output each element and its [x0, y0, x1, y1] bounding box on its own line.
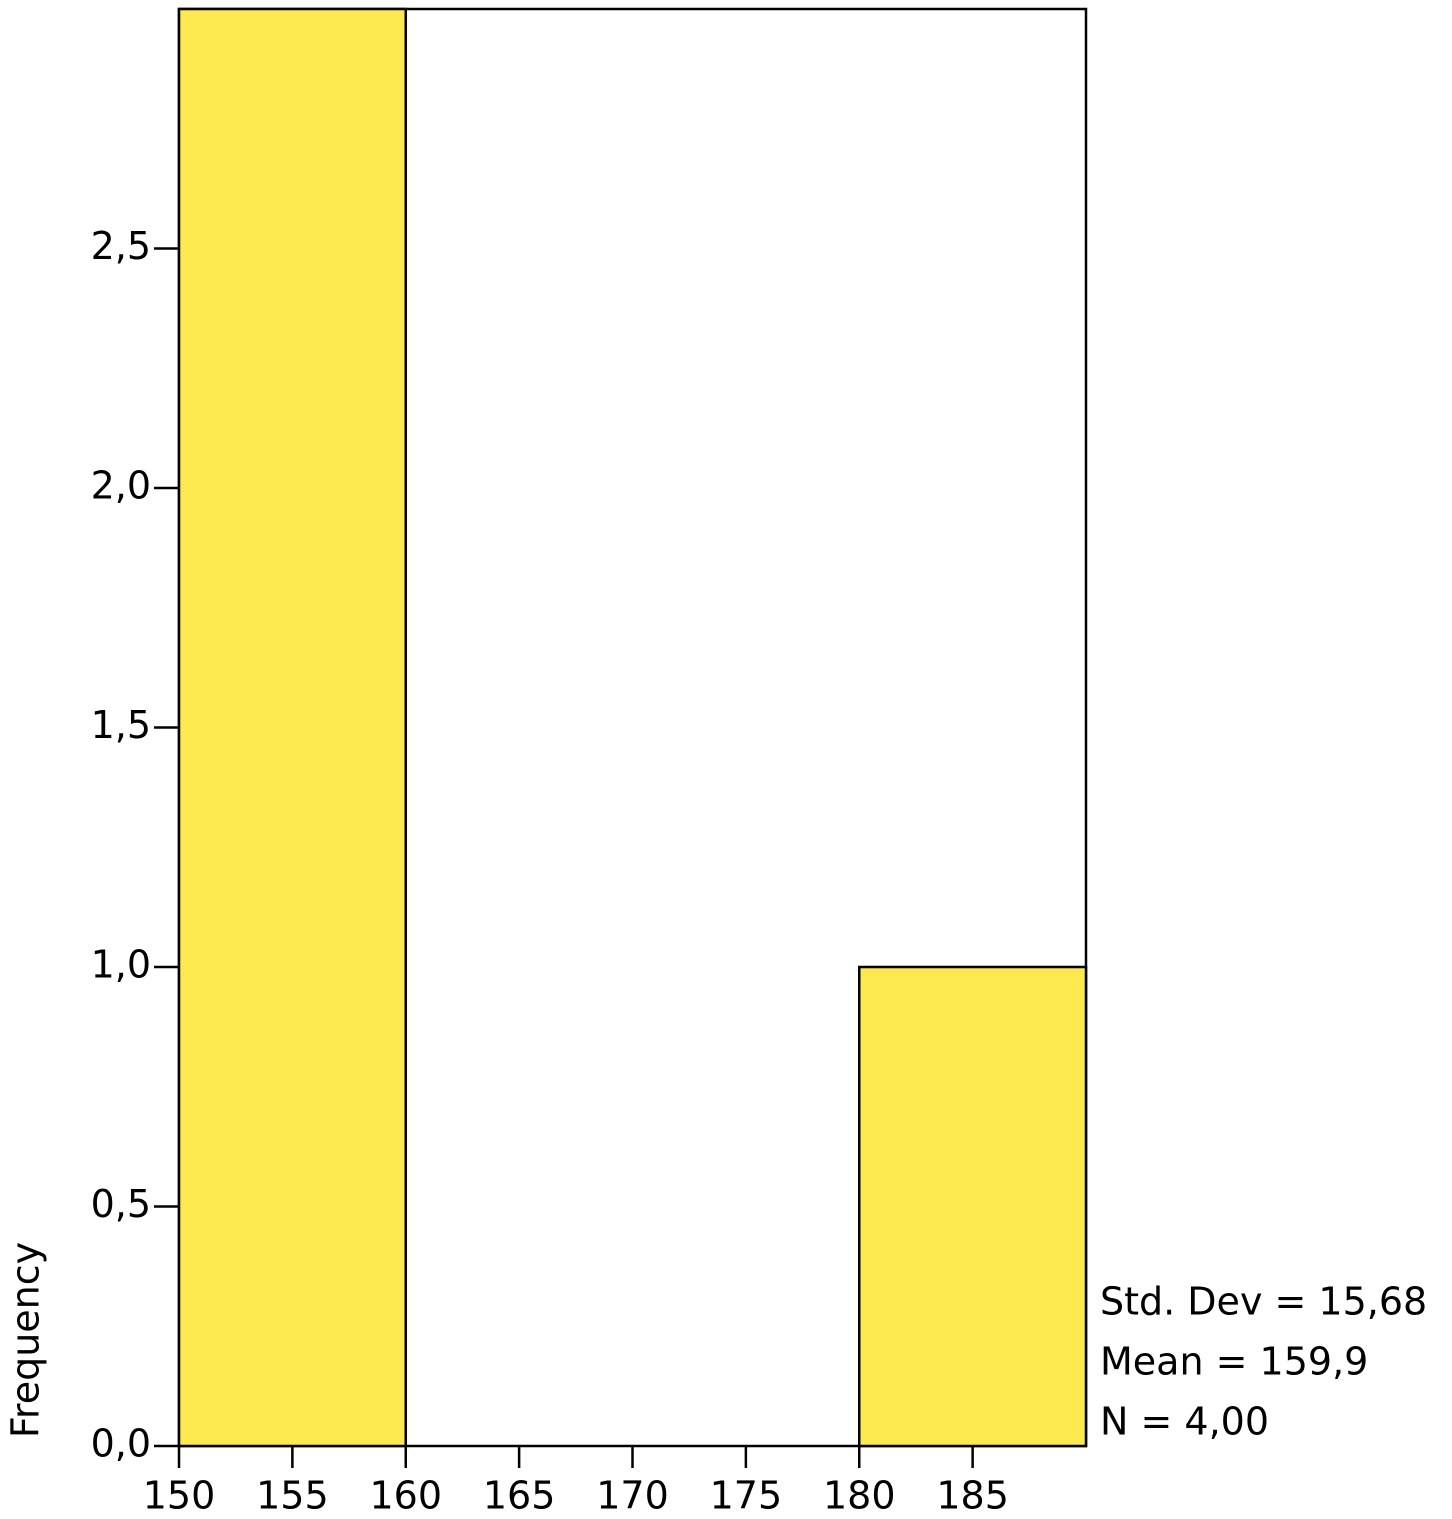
x-tick-label: 180: [823, 1474, 896, 1518]
stat-annotation: Std. Dev = 15,68: [1100, 1280, 1427, 1324]
bar: [177, 7, 407, 1448]
y-axis-label: Frequency: [4, 1242, 48, 1438]
x-tick-label: 160: [369, 1474, 442, 1518]
y-tick-label: 1,5: [91, 703, 151, 747]
y-tick-label: 0,0: [91, 1422, 151, 1466]
x-tick-label: 170: [596, 1474, 669, 1518]
y-tick-label: 2,0: [91, 464, 151, 508]
y-tick-label: 1,0: [91, 943, 151, 987]
x-tick-label: 155: [256, 1474, 329, 1518]
y-tick-label: 0,5: [91, 1182, 151, 1226]
x-tick-label: 165: [483, 1474, 556, 1518]
stat-annotation: N = 4,00: [1100, 1400, 1269, 1444]
stat-annotation: Mean = 159,9: [1100, 1340, 1368, 1384]
y-tick-label: 2,5: [91, 224, 151, 268]
x-tick-label: 150: [143, 1474, 216, 1518]
bar: [858, 965, 1088, 1448]
x-tick-label: 185: [936, 1474, 1009, 1518]
x-tick-label: 175: [710, 1474, 783, 1518]
